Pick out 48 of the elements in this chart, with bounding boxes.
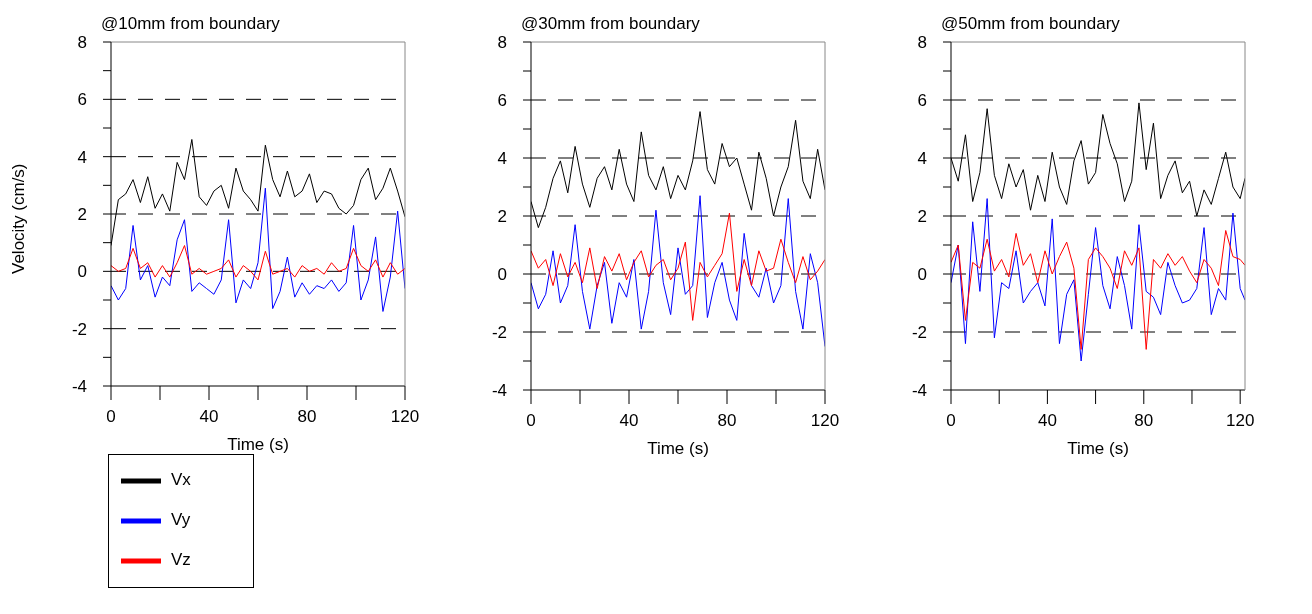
y-tick-label: -4 (491, 381, 507, 401)
y-tick-label: -2 (491, 323, 507, 343)
y-tick-label: 4 (77, 147, 87, 167)
x-tick-label: 120 (810, 411, 840, 431)
y-tick-label: -2 (71, 319, 87, 339)
x-tick-label: 40 (1037, 411, 1057, 431)
x-tick-label: 40 (199, 407, 219, 427)
y-tick-label: 6 (77, 90, 87, 110)
line-series (951, 230, 1245, 350)
x-tick-label: 120 (1225, 411, 1255, 431)
y-tick-label: 4 (917, 149, 927, 169)
y-tick-label: 2 (77, 205, 87, 225)
y-tick-label: 2 (917, 207, 927, 227)
x-tick-label: 120 (390, 407, 420, 427)
y-tick-label: -4 (71, 377, 87, 397)
x-tick-label: 0 (526, 411, 536, 431)
legend-label: Vz (171, 549, 191, 569)
line-series (951, 198, 1245, 362)
y-tick-label: 8 (917, 33, 927, 53)
x-tick-label: 80 (717, 411, 737, 431)
x-axis-title: Time (s) (227, 435, 289, 454)
y-tick-label: 0 (497, 265, 507, 285)
chart-title: @50mm from boundary (941, 14, 1121, 34)
y-tick-label: 6 (917, 91, 927, 111)
y-tick-label: 0 (917, 265, 927, 285)
chart-title: @30mm from boundary (521, 14, 701, 34)
x-tick-label: 0 (946, 411, 956, 431)
line-series (531, 212, 825, 321)
chart-title: @10mm from boundary (101, 14, 281, 34)
y-tick-label: 8 (497, 33, 507, 53)
x-axis-title: Time (s) (647, 439, 709, 458)
line-series (111, 245, 405, 281)
y-tick-label: -4 (911, 381, 927, 401)
y-axis-title: Velocity (cm/s) (9, 163, 29, 274)
y-tick-label: 4 (497, 149, 507, 169)
y-tick-label: -2 (911, 323, 927, 343)
y-tick-label: 8 (77, 33, 87, 53)
line-series (111, 187, 405, 312)
x-tick-label: 80 (1134, 411, 1154, 431)
y-tick-label: 6 (497, 91, 507, 111)
y-tick-label: 0 (77, 262, 87, 282)
y-tick-label: 2 (497, 207, 507, 227)
legend-label: Vy (171, 509, 191, 529)
x-tick-label: 80 (297, 407, 317, 427)
legend-label: Vx (171, 469, 191, 489)
x-tick-label: 40 (619, 411, 639, 431)
x-tick-label: 0 (106, 407, 116, 427)
x-axis-title: Time (s) (1067, 439, 1129, 458)
